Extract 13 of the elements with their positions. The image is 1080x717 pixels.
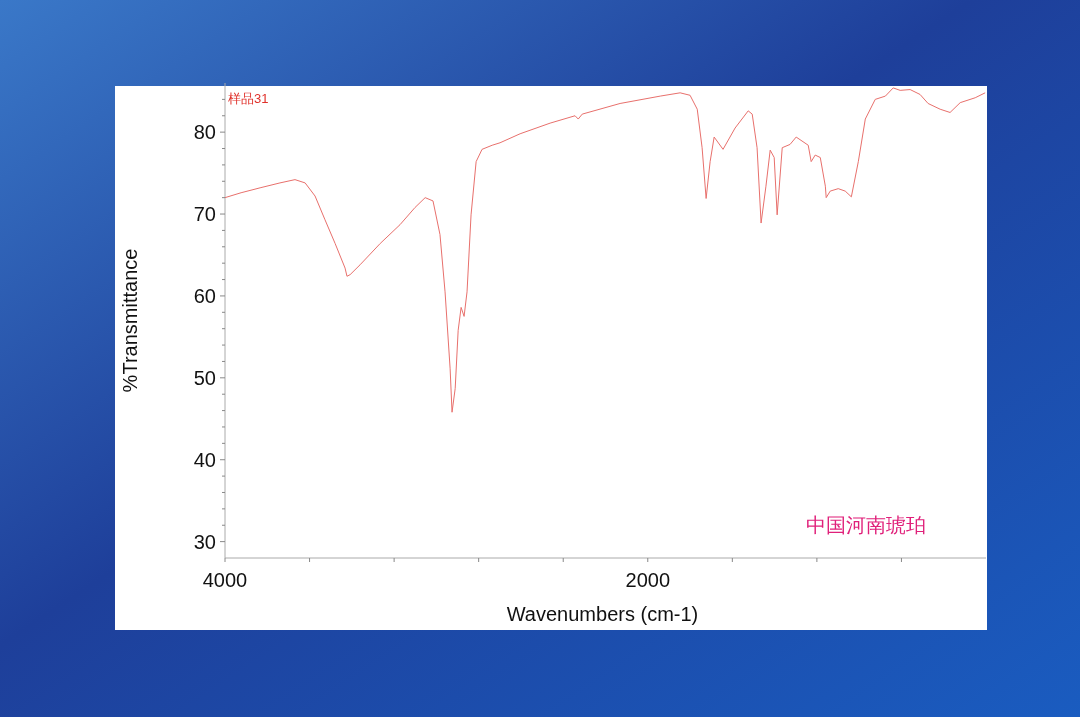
- y-tick-label: 50: [193, 366, 216, 389]
- y-tick-label: 60: [193, 284, 216, 307]
- x-axis-title: Wavenumbers (cm-1): [506, 603, 699, 625]
- x-tick-label: 4000: [202, 569, 248, 591]
- line-series: [224, 87, 986, 413]
- text: 样品31: [228, 91, 269, 106]
- y-tick-label: 30: [193, 530, 216, 553]
- x-tick-label: 2000: [625, 569, 671, 591]
- y-axis-title: %Transmittance: [119, 248, 141, 393]
- y-tick-label: 70: [193, 203, 216, 226]
- annotation: 中国河南琥珀: [806, 514, 926, 536]
- y-tick-label: 40: [193, 448, 216, 471]
- y-tick-label: 80: [193, 121, 216, 144]
